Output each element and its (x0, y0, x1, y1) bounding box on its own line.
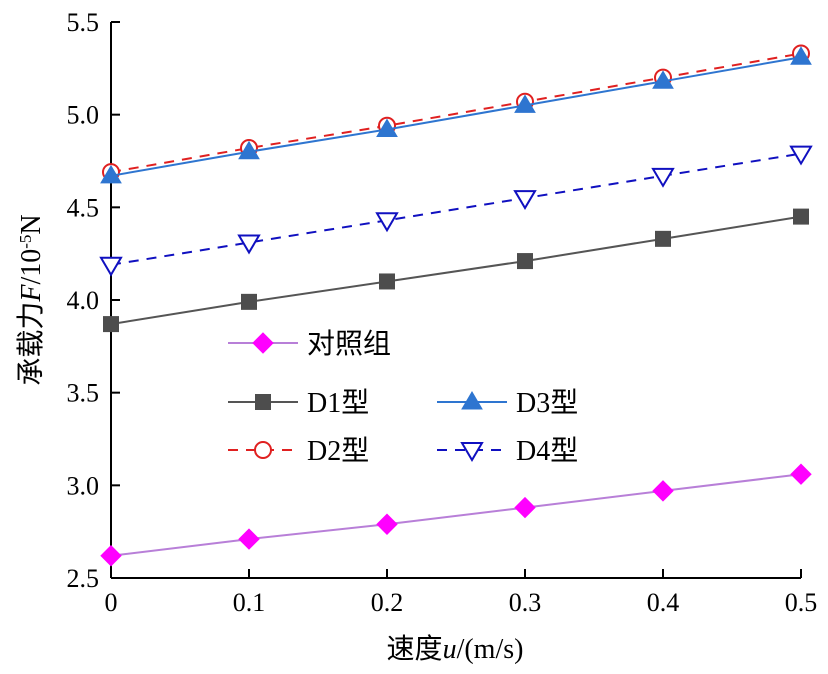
data-point (514, 496, 536, 519)
data-point (103, 316, 119, 333)
data-point (513, 190, 537, 211)
legend-marker (255, 394, 271, 410)
series-line (110, 152, 802, 266)
x-tick-label: 0.4 (647, 588, 680, 617)
series-4 (99, 145, 813, 277)
y-tick-label: 3.5 (67, 379, 100, 408)
legend-item: 对照组 (228, 328, 391, 360)
x-tick-label: 0.3 (509, 588, 542, 617)
series-line (110, 52, 802, 174)
y-tick-label: 4.5 (67, 193, 100, 222)
series-3 (100, 46, 812, 184)
data-point (379, 273, 395, 290)
data-point (514, 94, 536, 113)
data-point (375, 212, 399, 233)
y-tick-label: 2.5 (67, 564, 100, 593)
legend-label: 对照组 (307, 328, 391, 360)
legend-label: D4型 (516, 435, 578, 467)
series-1 (103, 208, 809, 333)
data-point (100, 164, 122, 184)
x-tick-label: 0 (105, 588, 118, 617)
series-line (110, 56, 802, 177)
series-line (110, 473, 802, 557)
data-point (652, 480, 674, 502)
data-point (517, 253, 533, 270)
data-point (655, 230, 671, 247)
y-tick-label: 3.0 (67, 471, 100, 500)
data-point (790, 463, 812, 485)
series-2 (102, 44, 810, 182)
legend-label: D2型 (307, 435, 369, 467)
legend-label: D3型 (516, 387, 578, 419)
data-point (789, 145, 813, 166)
legend: 对照组 D1型 D2型 D3型 D4型 (228, 328, 578, 467)
legend-marker (461, 391, 483, 410)
data-point (376, 118, 398, 137)
data-point (238, 140, 260, 160)
series-0 (100, 463, 812, 567)
data-point (651, 167, 675, 188)
legend-item: D1型 (228, 387, 369, 419)
legend-marker (252, 332, 274, 354)
data-point (99, 256, 123, 277)
data-point (790, 46, 812, 65)
series-line (110, 215, 802, 326)
axes: 2.5 3.0 3.5 4.0 4.5 5.0 5.5 0 0.1 0.2 0.3 0.4 0.5 (67, 8, 818, 617)
y-tick-label: 5.0 (67, 101, 100, 130)
data-point (238, 528, 260, 550)
legend-label: D1型 (307, 387, 369, 419)
x-axis-label: 速度u/(m/s) (387, 633, 524, 665)
series-layer (99, 44, 813, 567)
x-tick-label: 0.5 (785, 588, 818, 617)
legend-marker (460, 442, 484, 462)
data-point (100, 545, 122, 567)
data-point (237, 234, 261, 255)
y-axis-label: 承载力F/10-5N (15, 214, 47, 385)
x-tick-label: 0.1 (233, 588, 266, 617)
y-tick-label: 5.5 (67, 8, 100, 37)
legend-marker (254, 441, 272, 459)
legend-item: D4型 (437, 435, 578, 467)
legend-item: D2型 (228, 435, 369, 467)
legend-item: D3型 (437, 387, 578, 419)
data-point (241, 293, 257, 310)
data-point (652, 70, 674, 89)
data-point (793, 208, 809, 225)
y-tick-label: 4.0 (67, 286, 100, 315)
x-tick-label: 0.2 (371, 588, 404, 617)
data-point (376, 513, 398, 535)
